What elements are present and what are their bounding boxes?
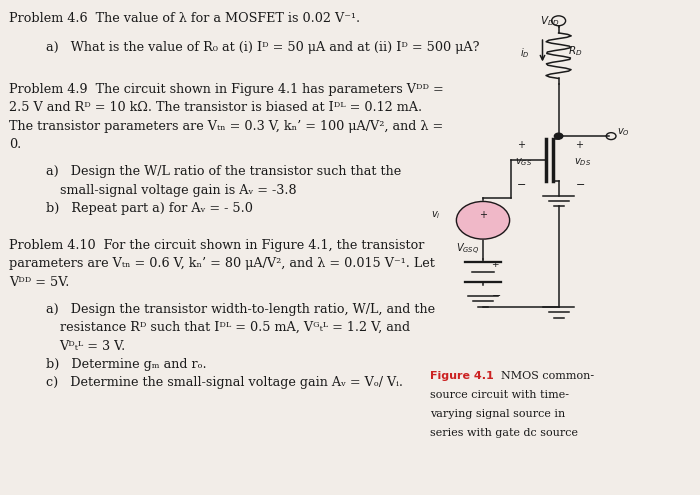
Text: Vᴰᴰ = 5V.: Vᴰᴰ = 5V. xyxy=(9,276,69,289)
Text: $V_{DD}$: $V_{DD}$ xyxy=(540,14,559,28)
Text: a)   Design the W/L ratio of the transistor such that the: a) Design the W/L ratio of the transisto… xyxy=(46,165,400,178)
Text: $V_{GSQ}$: $V_{GSQ}$ xyxy=(456,242,480,257)
Text: series with gate dc source: series with gate dc source xyxy=(430,428,578,438)
Circle shape xyxy=(456,201,510,239)
Text: +: + xyxy=(479,210,487,220)
Text: resistance Rᴰ such that Iᴰᴸ = 0.5 mA, Vᴳₜᴸ = 1.2 V, and: resistance Rᴰ such that Iᴰᴸ = 0.5 mA, Vᴳ… xyxy=(60,321,409,334)
Text: $v_i$: $v_i$ xyxy=(431,209,441,221)
Text: small-signal voltage gain is Aᵥ = -3.8: small-signal voltage gain is Aᵥ = -3.8 xyxy=(60,184,296,197)
Text: +: + xyxy=(517,140,524,149)
Text: a)   What is the value of R₀ at (i) Iᴰ = 50 μA and at (ii) Iᴰ = 500 μA?: a) What is the value of R₀ at (i) Iᴰ = 5… xyxy=(46,41,479,54)
Text: $R_D$: $R_D$ xyxy=(568,44,583,57)
Text: b)   Repeat part a) for Aᵥ = - 5.0: b) Repeat part a) for Aᵥ = - 5.0 xyxy=(46,202,253,215)
Text: −: − xyxy=(517,180,526,190)
Text: $v_{GS}$: $v_{GS}$ xyxy=(515,156,532,168)
Text: Figure 4.1: Figure 4.1 xyxy=(430,371,494,381)
Text: Problem 4.10  For the circuit shown in Figure 4.1, the transistor: Problem 4.10 For the circuit shown in Fi… xyxy=(9,239,424,252)
Text: Vᴰₜᴸ = 3 V.: Vᴰₜᴸ = 3 V. xyxy=(60,340,126,352)
Text: 0.: 0. xyxy=(9,138,22,151)
Text: varying signal source in: varying signal source in xyxy=(430,409,566,419)
Text: parameters are Vₜₙ = 0.6 V, kₙ’ = 80 μA/V², and λ = 0.015 V⁻¹. Let: parameters are Vₜₙ = 0.6 V, kₙ’ = 80 μA/… xyxy=(9,257,435,270)
Text: +: + xyxy=(575,140,583,149)
Text: c)   Determine the small-signal voltage gain Aᵥ = Vₒ/ Vᵢ.: c) Determine the small-signal voltage ga… xyxy=(46,376,402,389)
Text: −: − xyxy=(491,291,500,301)
Text: NMOS common-: NMOS common- xyxy=(494,371,594,381)
Text: $v_{DS}$: $v_{DS}$ xyxy=(574,156,591,168)
Text: 2.5 V and Rᴰ = 10 kΩ. The transistor is biased at Iᴰᴸ = 0.12 mA.: 2.5 V and Rᴰ = 10 kΩ. The transistor is … xyxy=(9,101,422,114)
Text: +: + xyxy=(491,260,499,269)
Text: $i_D$: $i_D$ xyxy=(520,46,530,59)
Text: Problem 4.9  The circuit shown in Figure 4.1 has parameters Vᴰᴰ =: Problem 4.9 The circuit shown in Figure … xyxy=(9,83,444,96)
Text: a)   Design the transistor width-to-length ratio, W/L, and the: a) Design the transistor width-to-length… xyxy=(46,303,435,316)
Text: Problem 4.6  The value of λ for a MOSFET is 0.02 V⁻¹.: Problem 4.6 The value of λ for a MOSFET … xyxy=(9,12,360,25)
Circle shape xyxy=(554,133,563,139)
Text: −: − xyxy=(575,180,584,190)
Text: $v_O$: $v_O$ xyxy=(617,126,630,138)
Text: source circuit with time-: source circuit with time- xyxy=(430,390,570,400)
Text: The transistor parameters are Vₜₙ = 0.3 V, kₙ’ = 100 μA/V², and λ =: The transistor parameters are Vₜₙ = 0.3 … xyxy=(9,120,443,133)
Text: b)   Determine gₘ and rₒ.: b) Determine gₘ and rₒ. xyxy=(46,358,206,371)
